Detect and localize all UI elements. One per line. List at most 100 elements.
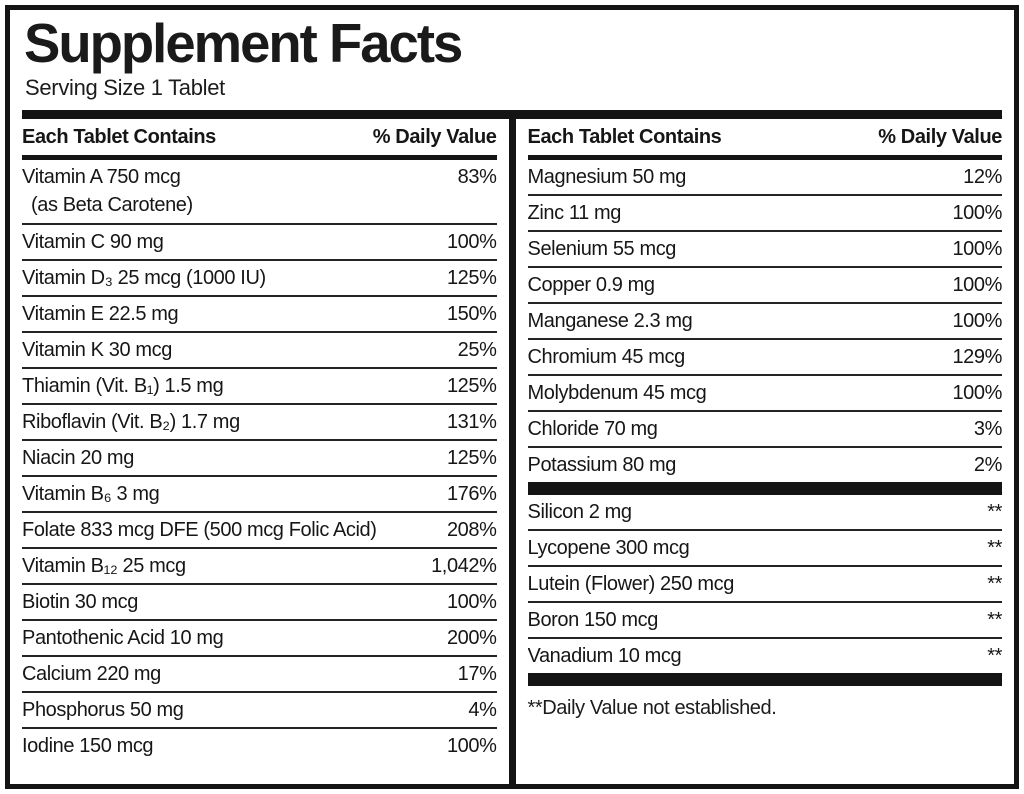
daily-value: 176% — [446, 482, 497, 505]
nutrient-name: Manganese 2.3 mg — [527, 309, 693, 332]
footnote: **Daily Value not established. — [527, 697, 777, 720]
table-row: Vitamin K 30 mcg 25% — [22, 333, 497, 370]
nutrient-name: Magnesium 50 mg — [527, 165, 687, 188]
column-header-name: Each Tablet Contains — [527, 125, 722, 148]
columns-container: Each Tablet Contains % Daily Value Vitam… — [10, 119, 1014, 784]
column-header-name: Each Tablet Contains — [22, 125, 216, 148]
table-row: Vanadium 10 mcg ** — [528, 639, 1003, 673]
table-row: Pantothenic Acid 10 mg 200% — [22, 621, 497, 658]
table-row: Boron 150 mcg ** — [527, 603, 1002, 640]
nutrient-name: Iodine 150 mcg — [22, 734, 154, 757]
daily-value: 125% — [446, 374, 497, 397]
right-column-header: Each Tablet Contains % Daily Value — [527, 119, 1002, 161]
table-row: Copper 0.9 mg 100% — [527, 268, 1002, 305]
nutrient-name: Chromium 45 mcg — [527, 345, 685, 368]
daily-value: ** — [987, 572, 1002, 595]
daily-value: 3% — [973, 417, 1003, 440]
supplement-facts-label: Supplement Facts Serving Size 1 Tablet E… — [5, 5, 1019, 789]
table-row: Molybdenum 45 mcg 100% — [527, 376, 1002, 413]
daily-value: 83% — [457, 166, 497, 189]
daily-value: ** — [987, 536, 1002, 559]
nutrient-name: Zinc 11 mg — [527, 201, 621, 224]
table-row: Vitamin B₆ 3 mg 176% — [22, 477, 497, 514]
nutrient-name: Lycopene 300 mcg — [527, 536, 690, 559]
nutrient-name: Chloride 70 mg — [527, 417, 658, 440]
table-row: Riboflavin (Vit. B₂) 1.7 mg 131% — [22, 405, 497, 442]
daily-value: 4% — [468, 698, 497, 721]
daily-value: ** — [987, 608, 1002, 631]
nutrient-name: Riboflavin (Vit. B₂) 1.7 mg — [22, 410, 240, 433]
table-row: Lycopene 300 mcg ** — [527, 531, 1002, 568]
nutrient-name-line1: Vitamin A 750 mcg — [22, 166, 181, 189]
daily-value: 125% — [446, 266, 497, 289]
footnote-divider-bar — [527, 673, 1002, 687]
nutrient-name: Vitamin D₃ 25 mcg (1000 IU) — [22, 266, 266, 289]
table-row: Silicon 2 mg ** — [527, 495, 1002, 532]
table-row: Biotin 30 mcg 100% — [22, 585, 497, 622]
daily-value: 150% — [446, 302, 497, 325]
table-row: Vitamin E 22.5 mg 150% — [22, 297, 497, 334]
serving-size: Serving Size 1 Tablet — [25, 75, 225, 101]
table-row: Vitamin C 90 mg 100% — [22, 225, 497, 262]
nutrient-name: Potassium 80 mg — [527, 453, 677, 476]
daily-value: 131% — [446, 410, 497, 433]
table-row: Selenium 55 mcg 100% — [527, 232, 1002, 269]
nutrient-name: Selenium 55 mcg — [527, 237, 677, 260]
table-row: Vitamin A 750 mcg (as Beta Carotene) 83% — [22, 160, 497, 226]
daily-value: 100% — [446, 734, 497, 757]
daily-value: 100% — [952, 273, 1002, 296]
nutrient-name-line2: (as Beta Carotene) — [31, 194, 193, 217]
nutrient-name: Molybdenum 45 mcg — [527, 381, 707, 404]
daily-value: 100% — [446, 590, 497, 613]
table-row: Lutein (Flower) 250 mcg ** — [527, 567, 1002, 604]
title-block: Supplement Facts Serving Size 1 Tablet — [10, 10, 1014, 110]
nutrient-name: Vitamin B₆ 3 mg — [22, 482, 160, 505]
nutrient-name: Vitamin B₁₂ 25 mcg — [22, 554, 186, 577]
section-divider-bar — [527, 482, 1002, 496]
nutrient-name: Pantothenic Acid 10 mg — [22, 626, 224, 649]
page-title: Supplement Facts — [24, 12, 463, 74]
daily-value: 100% — [952, 309, 1002, 332]
left-column-header: Each Tablet Contains % Daily Value — [22, 119, 497, 161]
daily-value: 129% — [952, 345, 1002, 368]
column-header-value: % Daily Value — [878, 125, 1002, 148]
table-row: Zinc 11 mg 100% — [527, 196, 1002, 233]
nutrient-name: Vitamin E 22.5 mg — [22, 302, 179, 325]
nutrient-name: Folate 833 mcg DFE (500 mcg Folic Acid) — [22, 518, 377, 541]
table-row: Vitamin D₃ 25 mcg (1000 IU) 125% — [22, 261, 497, 298]
left-column: Each Tablet Contains % Daily Value Vitam… — [10, 119, 509, 784]
table-row: Iodine 150 mcg 100% — [22, 729, 497, 763]
table-row: Manganese 2.3 mg 100% — [527, 304, 1002, 341]
daily-value: ** — [987, 644, 1002, 667]
table-row: Chloride 70 mg 3% — [527, 412, 1003, 449]
table-row: Calcium 220 mg 17% — [22, 657, 497, 694]
right-rows-main: Magnesium 50 mg 12% Zinc 11 mg 100% Seleni… — [527, 160, 1003, 482]
table-row: Folate 833 mcg DFE (500 mcg Folic Acid) 2… — [22, 513, 497, 550]
daily-value: 100% — [952, 201, 1002, 224]
column-header-value: % Daily Value — [372, 125, 497, 148]
table-row: Thiamin (Vit. B₁) 1.5 mg 125% — [22, 369, 497, 406]
right-rows-no-dv: Silicon 2 mg ** Lycopene 300 mcg ** Lutein… — [527, 495, 1003, 673]
nutrient-name: Vanadium 10 mcg — [527, 644, 682, 667]
daily-value: 1,042% — [431, 554, 497, 577]
nutrient-name: Vitamin K 30 mcg — [22, 338, 172, 361]
table-row: Phosphorus 50 mg 4% — [22, 693, 497, 730]
daily-value: 17% — [457, 662, 497, 685]
daily-value: 200% — [446, 626, 497, 649]
daily-value: 125% — [446, 446, 497, 469]
nutrient-name: Calcium 220 mg — [22, 662, 161, 685]
nutrient-name: Boron 150 mcg — [527, 608, 658, 631]
daily-value: 25% — [457, 338, 497, 361]
left-rows: Vitamin A 750 mcg (as Beta Carotene) 83%… — [22, 160, 497, 763]
nutrient-name: Thiamin (Vit. B₁) 1.5 mg — [22, 374, 224, 397]
nutrient-name: Silicon 2 mg — [527, 500, 632, 523]
table-row: Potassium 80 mg 2% — [528, 448, 1003, 482]
nutrient-name: Vitamin C 90 mg — [22, 230, 164, 253]
nutrient-name: Vitamin A 750 mcg (as Beta Carotene) — [22, 163, 193, 219]
daily-value: 100% — [952, 381, 1002, 404]
daily-value: 2% — [973, 453, 1003, 476]
daily-value: 208% — [446, 518, 497, 541]
daily-value: 12% — [963, 165, 1002, 188]
nutrient-name: Phosphorus 50 mg — [22, 698, 184, 721]
table-row: Magnesium 50 mg 12% — [527, 160, 1002, 197]
